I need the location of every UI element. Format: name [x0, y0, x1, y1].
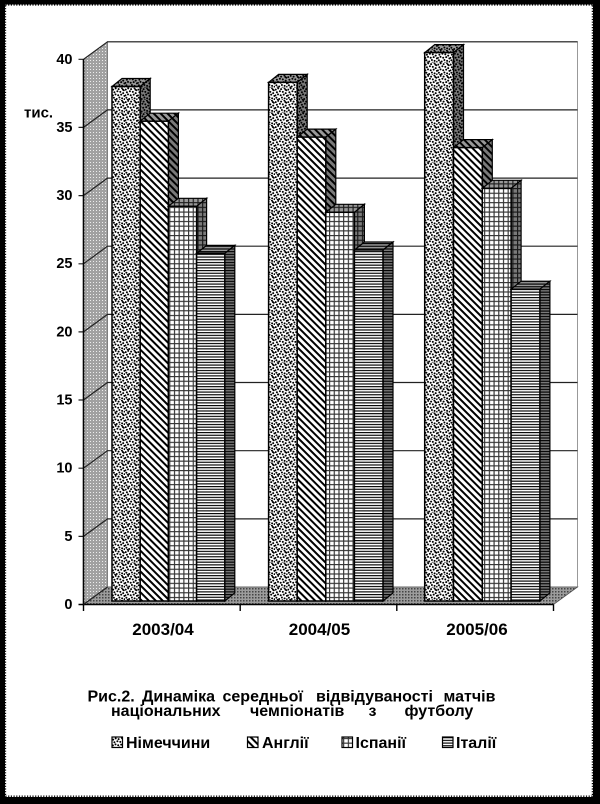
svg-text:20: 20 [56, 324, 72, 340]
svg-text:Англії: Англії [262, 735, 309, 752]
svg-text:0: 0 [64, 597, 72, 613]
svg-text:25: 25 [56, 256, 72, 272]
svg-text:з: з [369, 703, 377, 720]
svg-text:тис.: тис. [24, 105, 53, 122]
svg-text:2003/04: 2003/04 [132, 620, 194, 639]
svg-text:Рис.2.: Рис.2. [88, 689, 135, 706]
svg-text:матчів: матчів [444, 689, 496, 706]
svg-text:40: 40 [56, 52, 72, 68]
svg-text:відвідуваності: відвідуваності [316, 689, 433, 706]
svg-text:Іспанії: Іспанії [356, 735, 407, 752]
svg-text:Німеччини: Німеччини [126, 735, 210, 752]
svg-text:10: 10 [56, 461, 72, 477]
svg-text:футболу: футболу [405, 703, 474, 720]
svg-text:35: 35 [56, 120, 72, 136]
svg-text:національних: національних [111, 703, 221, 720]
svg-text:чемпіонатів: чемпіонатів [250, 703, 345, 720]
svg-text:Італії: Італії [456, 735, 497, 752]
svg-text:2005/06: 2005/06 [446, 620, 507, 639]
svg-text:Динаміка: Динаміка [142, 689, 215, 706]
svg-text:30: 30 [56, 188, 72, 204]
svg-text:середньої: середньої [223, 689, 304, 706]
svg-text:2004/05: 2004/05 [289, 620, 350, 639]
svg-text:15: 15 [56, 393, 72, 409]
svg-text:5: 5 [64, 529, 72, 545]
